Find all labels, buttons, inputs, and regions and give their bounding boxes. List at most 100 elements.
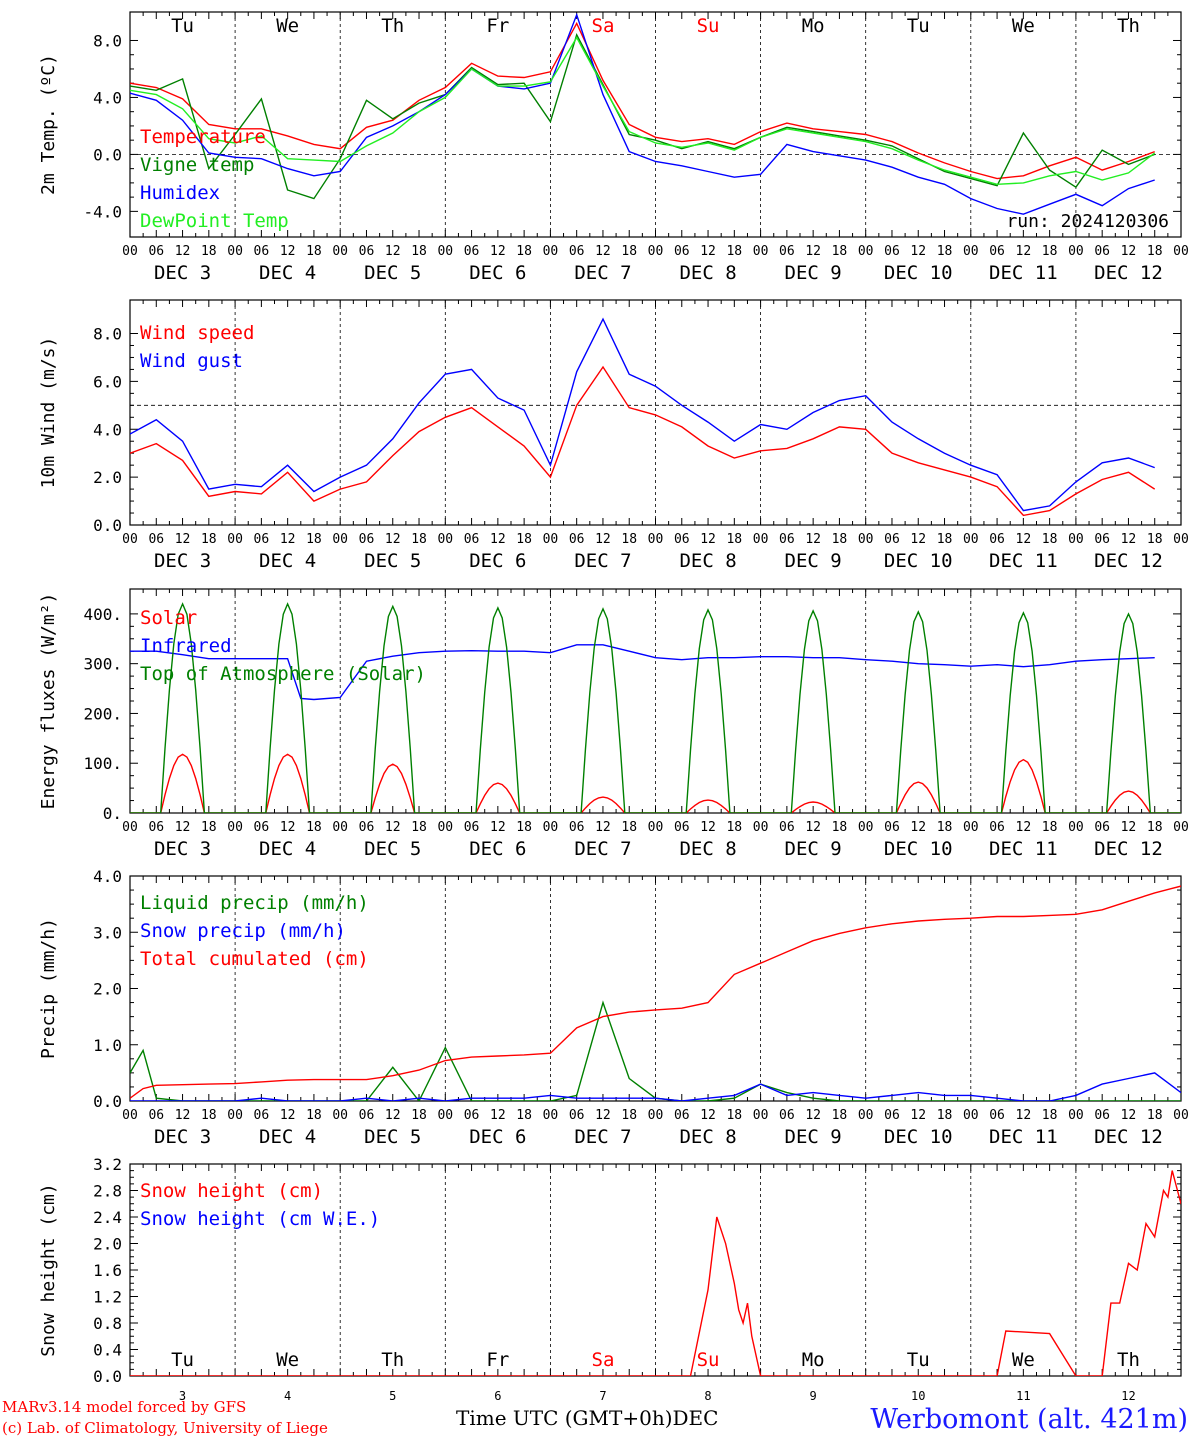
y-tick-label: 0. (103, 804, 122, 823)
hour-label: 18 (1147, 532, 1163, 547)
hour-label: 12 (700, 820, 716, 835)
hour-label: 00 (1068, 1108, 1084, 1123)
hour-label: 18 (201, 820, 217, 835)
day-number-label: 9 (810, 1389, 817, 1403)
hour-label: 00 (963, 820, 979, 835)
x-axis-title-text: Time UTC (GMT+0h) (456, 1406, 673, 1430)
hour-label: 12 (1016, 820, 1032, 835)
hour-label: 06 (569, 1108, 585, 1123)
hour-label: 12 (385, 820, 401, 835)
hour-label: 00 (858, 532, 874, 547)
hour-label: 00 (227, 244, 243, 259)
hour-label: 00 (753, 1108, 769, 1123)
legend-entry: Snow height (cm) (140, 1180, 323, 1202)
hour-label: 06 (359, 1108, 375, 1123)
weekday-label: Mo (802, 1349, 825, 1371)
y-axis-label: Precip (mm/h) (38, 918, 59, 1059)
hour-label: 18 (306, 820, 322, 835)
date-label: DEC 12 (1094, 838, 1163, 860)
y-tick-label: 200. (83, 704, 122, 723)
hour-label: 12 (1016, 244, 1032, 259)
hour-label: 00 (227, 532, 243, 547)
series-wind-gust-line (130, 317, 1155, 512)
hour-label: 18 (832, 532, 848, 547)
y-tick-label: 6.0 (93, 372, 122, 391)
date-label: DEC 10 (884, 838, 953, 860)
date-label: DEC 10 (884, 262, 953, 284)
series-group (130, 12, 1156, 215)
hour-label: 18 (1042, 820, 1058, 835)
hour-label: 18 (937, 244, 953, 259)
hour-label: 00 (1173, 532, 1189, 547)
weekday-label: Tu (171, 1349, 194, 1371)
hour-label: 00 (122, 244, 138, 259)
hour-label: 06 (254, 820, 270, 835)
y-tick-label: 400. (83, 605, 122, 624)
panel-frame (129, 588, 1182, 814)
hour-label: 00 (122, 532, 138, 547)
hour-label: 12 (490, 532, 506, 547)
hour-label: 06 (779, 244, 795, 259)
weekday-label: Mo (802, 15, 825, 37)
hour-label: 18 (832, 1108, 848, 1123)
hour-label: 12 (910, 532, 926, 547)
date-label: DEC 7 (574, 838, 631, 860)
hour-label: 00 (648, 820, 664, 835)
series-dewpoint-temp-line (130, 36, 1156, 186)
hour-label: 18 (1042, 244, 1058, 259)
hour-label: 12 (280, 820, 296, 835)
legend-entry: Snow height (cm W.E.) (140, 1208, 380, 1230)
date-label: DEC 10 (884, 1126, 953, 1148)
hour-label: 18 (1042, 1108, 1058, 1123)
y-tick-label: 0.0 (93, 516, 122, 535)
date-label: DEC 7 (574, 1126, 631, 1148)
hour-label: 06 (884, 820, 900, 835)
date-label: DEC 5 (364, 1126, 421, 1148)
hour-label: 00 (437, 1108, 453, 1123)
day-number-label: 8 (704, 1389, 711, 1403)
hour-label: 18 (201, 1108, 217, 1123)
y-tick-label: 2.0 (93, 980, 122, 999)
hour-label: 00 (1173, 244, 1189, 259)
date-label: DEC 11 (989, 838, 1058, 860)
hour-label: 06 (989, 244, 1005, 259)
date-label: DEC 9 (785, 262, 842, 284)
hour-label: 00 (858, 820, 874, 835)
weekday-label: Th (381, 1349, 404, 1371)
hour-label: 06 (148, 1108, 164, 1123)
y-tick-label: 4.0 (93, 420, 122, 439)
series-liquid-precip-mm-h-line (130, 1000, 1181, 1101)
run-annotation: run: 2024120306 (1006, 211, 1169, 232)
date-label: DEC 5 (364, 838, 421, 860)
y-tick-label: 2.0 (93, 468, 122, 487)
hour-label: 18 (937, 820, 953, 835)
weekday-label: We (1012, 15, 1035, 37)
day-number-label: 3 (179, 1389, 186, 1403)
series-group (130, 885, 1181, 1101)
hour-label: 18 (832, 820, 848, 835)
x-axis-title: Time UTC (GMT+0h)DEC (456, 1406, 718, 1430)
hour-label: 12 (280, 1108, 296, 1123)
hour-label: 06 (464, 1108, 480, 1123)
hour-label: 18 (306, 532, 322, 547)
date-label: DEC 8 (679, 550, 736, 572)
hour-label: 18 (621, 1108, 637, 1123)
hour-label: 00 (543, 244, 559, 259)
hour-label: 06 (1094, 820, 1110, 835)
hour-label: 06 (1094, 244, 1110, 259)
hour-label: 18 (516, 1108, 532, 1123)
hour-label: 12 (595, 820, 611, 835)
series-temperature-line (130, 21, 1155, 180)
date-label: DEC 11 (989, 1126, 1058, 1148)
hour-label: 00 (753, 244, 769, 259)
legend-entry: Temperature (140, 126, 266, 148)
hour-label: 18 (726, 1108, 742, 1123)
y-tick-label: 300. (83, 655, 122, 674)
hour-label: 00 (332, 532, 348, 547)
day-number-label: 5 (389, 1389, 396, 1403)
hour-label: 12 (385, 1108, 401, 1123)
y-axis-label: Energy fluxes (W/m²) (38, 593, 59, 810)
date-label: DEC 9 (785, 838, 842, 860)
hour-label: 00 (1173, 1108, 1189, 1123)
hour-label: 06 (779, 1108, 795, 1123)
